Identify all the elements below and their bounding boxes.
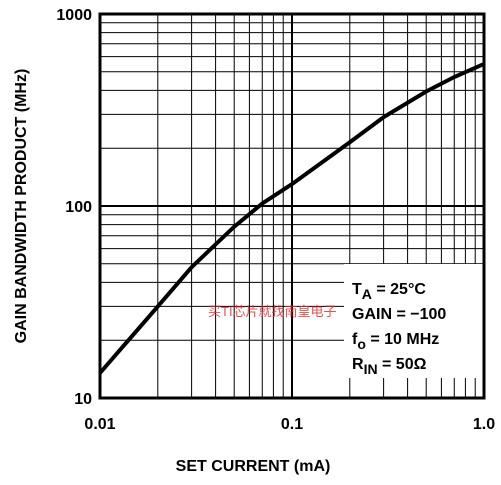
x-tick-label: 0.01 <box>84 416 115 433</box>
annotation-box <box>344 264 484 378</box>
y-tick-label: 1000 <box>56 7 92 24</box>
y-axis-title: GAIN BANDWIDTH PRODUCT (MHz) <box>13 69 30 344</box>
watermark: 买TI芯片就找南皇电子 <box>208 304 337 319</box>
y-tick-label: 100 <box>65 199 92 216</box>
annotation: fo = 10 MHz <box>352 331 439 352</box>
plot-frame <box>98 12 486 400</box>
annotation-part: IN <box>364 361 378 377</box>
x-tick-label: 1.0 <box>473 416 495 433</box>
x-tick-label: 0.1 <box>281 416 303 433</box>
x-axis-title: SET CURRENT (mA) <box>176 458 331 475</box>
curve <box>98 62 485 375</box>
annotation: GAIN = −100 <box>352 306 446 323</box>
annotation-part: GAIN = −100 <box>352 306 446 323</box>
annotation-part: A <box>362 286 372 302</box>
annotation-part: o <box>357 336 366 352</box>
annotation-part: = 50Ω <box>378 356 427 373</box>
annotation: TA = 25°C <box>352 281 426 302</box>
annotation-part: = 10 MHz <box>366 331 439 348</box>
annotation-part: = 25°C <box>372 281 426 298</box>
annotation-part: R <box>352 356 364 373</box>
y-tick-label: 10 <box>74 391 92 408</box>
annotation-part: T <box>352 281 362 298</box>
annotation-part: f <box>352 331 358 348</box>
annotation: RIN = 50Ω <box>352 356 427 377</box>
